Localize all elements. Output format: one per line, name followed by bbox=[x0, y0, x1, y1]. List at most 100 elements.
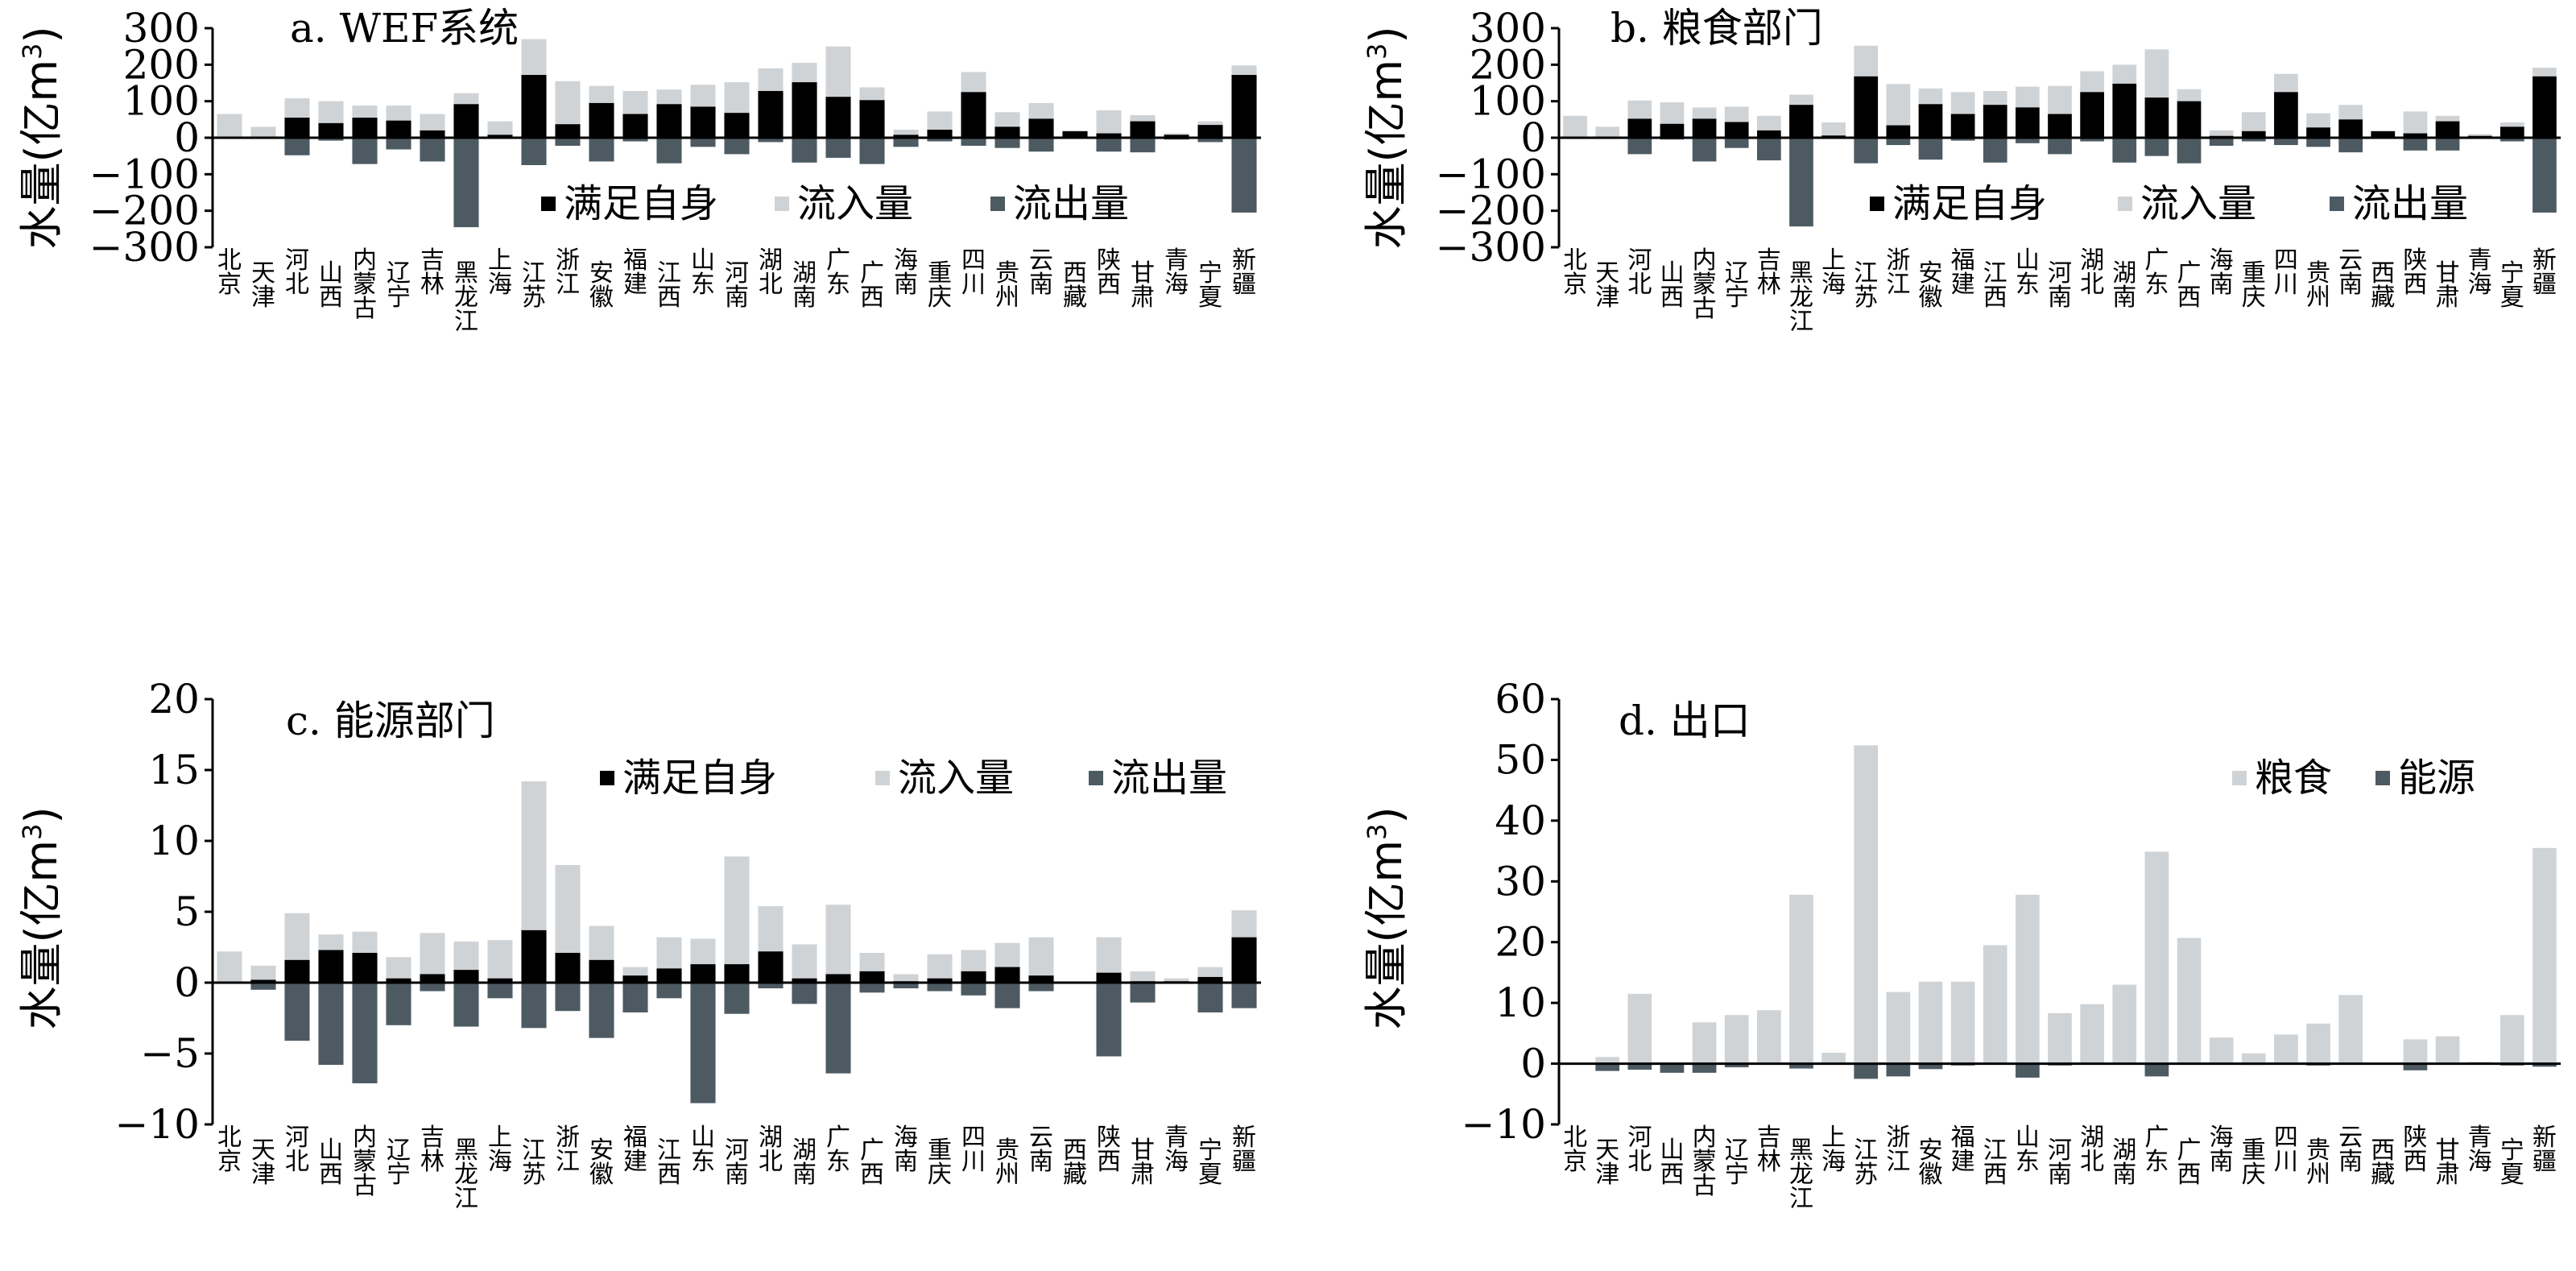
bar-self bbox=[555, 124, 581, 138]
x-tick-label: 湖南 bbox=[2112, 1136, 2136, 1189]
legend-label: 满足自身 bbox=[622, 756, 777, 801]
x-tick-label: 辽宁 bbox=[387, 1136, 411, 1189]
bar-outflow bbox=[2016, 138, 2040, 143]
bar-outflow bbox=[1028, 138, 1054, 152]
legend-label: 流出量 bbox=[1013, 181, 1129, 226]
x-tick-label: 甘肃 bbox=[1131, 259, 1155, 312]
x-tick-label: 浙江 bbox=[556, 246, 580, 299]
x-tick-label: 福建 bbox=[623, 246, 647, 299]
bar-grain bbox=[2435, 1036, 2460, 1064]
bar-self bbox=[521, 75, 547, 138]
x-tick-label: 重庆 bbox=[2242, 259, 2266, 312]
x-tick-label: 甘肃 bbox=[2436, 1136, 2460, 1189]
y-tick-label: −5 bbox=[140, 1030, 200, 1077]
bar-self bbox=[724, 964, 750, 983]
bar-inflow bbox=[1821, 122, 1846, 138]
x-tick-label: 西藏 bbox=[2371, 1136, 2395, 1189]
x-tick-label: 内蒙古 bbox=[1693, 1124, 1717, 1200]
bar-self bbox=[1886, 125, 1911, 138]
x-tick-label: 广西 bbox=[2177, 1136, 2202, 1189]
y-tick-label: 200 bbox=[123, 41, 200, 88]
x-tick-label: 湖北 bbox=[2080, 1124, 2104, 1176]
x-tick-label: 宁夏 bbox=[1198, 259, 1222, 312]
bar-outflow bbox=[589, 983, 614, 1038]
bar-outflow bbox=[284, 138, 310, 155]
x-tick-label: 北京 bbox=[217, 1124, 242, 1176]
legend-swatch bbox=[1089, 771, 1103, 785]
bar-inflow bbox=[2209, 130, 2234, 138]
bar-outflow bbox=[893, 138, 919, 147]
bar-outflow bbox=[1854, 138, 1879, 164]
bar-grain bbox=[2306, 1023, 2330, 1064]
bar-outflow bbox=[2177, 138, 2202, 164]
legend-label: 流出量 bbox=[2352, 181, 2468, 226]
bar-outflow bbox=[690, 138, 716, 147]
x-tick-label: 上海 bbox=[488, 246, 512, 299]
bar-outflow bbox=[318, 983, 344, 1066]
bar-self bbox=[859, 971, 885, 983]
x-tick-label: 宁夏 bbox=[2500, 1136, 2524, 1189]
bar-grain bbox=[2209, 1037, 2234, 1064]
bar-self bbox=[2016, 107, 2040, 138]
x-tick-label: 江西 bbox=[1983, 259, 2007, 312]
x-tick-label: 北京 bbox=[1563, 246, 1587, 299]
bar-outflow bbox=[284, 983, 310, 1041]
y-tick-label: −300 bbox=[1436, 224, 1546, 271]
bar-inflow bbox=[1164, 978, 1189, 983]
x-tick-label: 上海 bbox=[1821, 1124, 1846, 1176]
bar-grain bbox=[2500, 1015, 2524, 1064]
bar-self bbox=[2048, 114, 2072, 138]
bar-outflow bbox=[1983, 138, 2007, 163]
bar-self bbox=[2080, 92, 2104, 138]
bar-grain bbox=[1950, 981, 1975, 1064]
bar-outflow bbox=[792, 138, 817, 163]
x-tick-label: 青海 bbox=[1164, 1124, 1189, 1176]
bar-outflow bbox=[453, 983, 479, 1027]
x-tick-label: 河北 bbox=[285, 246, 309, 299]
chart-title: a. WEF系统 bbox=[290, 5, 519, 52]
x-tick-label: 黑龙江 bbox=[1789, 1136, 1813, 1213]
x-tick-label: 宁夏 bbox=[2500, 259, 2524, 312]
bar-outflow bbox=[386, 983, 411, 1025]
x-tick-label: 青海 bbox=[2468, 1124, 2492, 1176]
bar-self bbox=[2241, 130, 2266, 138]
bar-self bbox=[1854, 76, 1879, 138]
y-tick-label: 100 bbox=[1470, 78, 1546, 125]
x-tick-label: 安徽 bbox=[1918, 1136, 1942, 1189]
y-tick-label: 10 bbox=[148, 818, 200, 864]
bar-inflow bbox=[217, 114, 242, 138]
bar-outflow bbox=[1197, 983, 1223, 1012]
bar-outflow bbox=[2403, 138, 2428, 151]
x-tick-label: 辽宁 bbox=[1725, 259, 1749, 312]
x-tick-label: 贵州 bbox=[995, 259, 1019, 312]
x-tick-label: 云南 bbox=[2338, 246, 2363, 299]
bar-self bbox=[1130, 121, 1156, 138]
bar-self bbox=[487, 135, 513, 138]
bar-grain bbox=[1983, 945, 2007, 1064]
bar-self bbox=[758, 90, 784, 138]
bar-self bbox=[758, 951, 784, 983]
bar-self bbox=[352, 118, 378, 138]
x-tick-label: 上海 bbox=[1821, 246, 1846, 299]
x-tick-label: 广东 bbox=[826, 246, 850, 299]
bar-self bbox=[792, 82, 817, 138]
bar-inflow bbox=[1028, 937, 1054, 983]
y-tick-label: 30 bbox=[1495, 858, 1546, 905]
bar-self bbox=[1918, 104, 1943, 138]
bar-grain bbox=[2112, 984, 2137, 1064]
y-tick-label: 50 bbox=[1495, 736, 1546, 783]
bar-inflow bbox=[724, 856, 750, 983]
x-tick-label: 新疆 bbox=[2533, 246, 2557, 299]
bar-self bbox=[927, 130, 953, 138]
x-tick-label: 西藏 bbox=[1063, 1136, 1087, 1189]
bar-self bbox=[893, 135, 919, 138]
y-tick-label: −100 bbox=[89, 151, 200, 197]
bar-inflow bbox=[250, 126, 276, 138]
bar-outflow bbox=[622, 983, 648, 1012]
x-tick-label: 江西 bbox=[1983, 1136, 2007, 1189]
legend-swatch bbox=[990, 197, 1005, 211]
bar-outflow bbox=[453, 138, 479, 228]
bar-energy bbox=[1692, 1063, 1717, 1073]
bar-grain bbox=[2338, 995, 2363, 1064]
bar-self bbox=[420, 974, 445, 983]
